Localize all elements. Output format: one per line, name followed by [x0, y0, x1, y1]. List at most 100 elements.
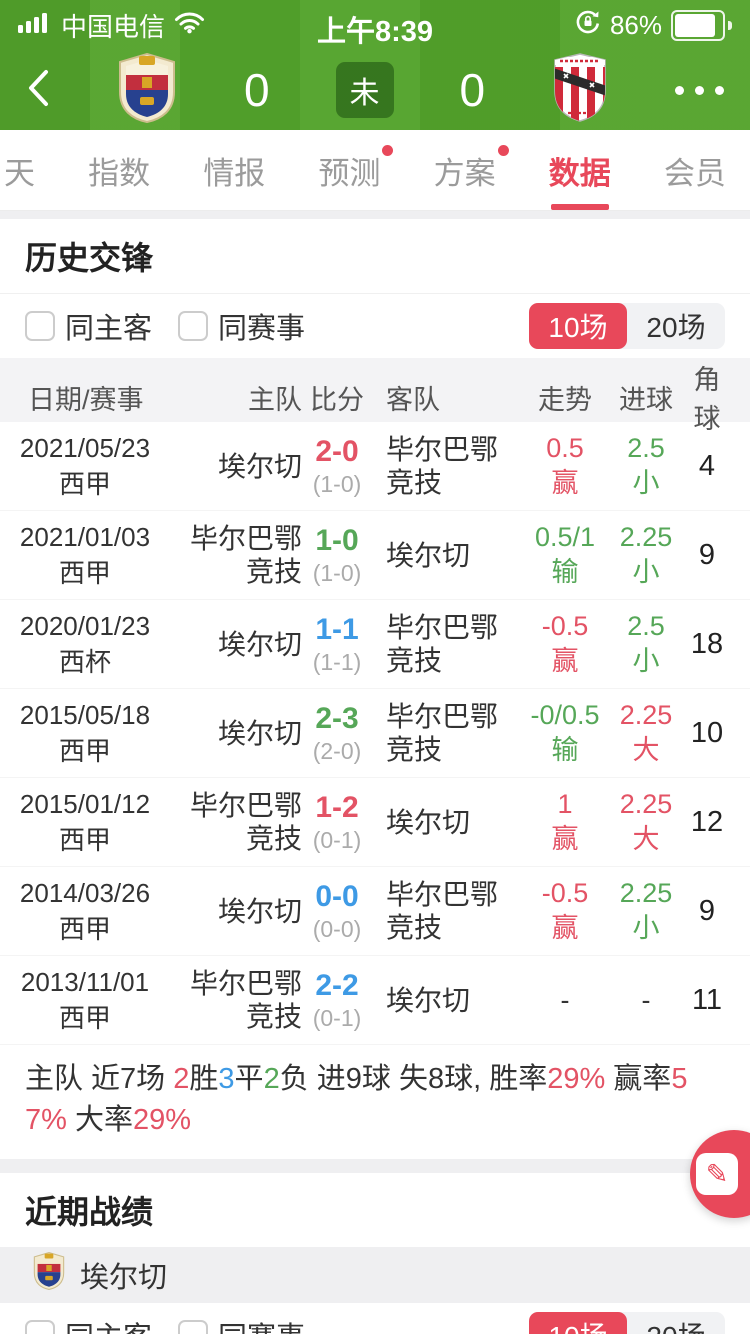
team-strip[interactable]: 埃尔切 [0, 1247, 750, 1303]
match-date: 2015/05/18 [19, 700, 151, 730]
checkbox-label: 同主客 [65, 313, 153, 345]
home-team-name: 毕尔巴鄂竞技 [189, 968, 302, 1032]
home-team-name: 埃尔切 [217, 450, 302, 482]
goals-line: 2.5 小 [627, 611, 665, 676]
tab-2[interactable]: 指数 [88, 130, 150, 210]
handicap-trend: -0.5 赢 [541, 878, 589, 943]
home-team-name: 埃尔切 [217, 628, 302, 660]
summary-part: 胜 [189, 1063, 219, 1095]
full-time-score: 2-3 [315, 701, 359, 735]
summary-part: 负 进9球 失8球, 胜率 [279, 1063, 548, 1095]
same-home-away-checkbox[interactable]: 同主客 [25, 305, 152, 347]
same-competition-checkbox[interactable]: 同赛事 [178, 305, 305, 347]
back-button[interactable] [26, 68, 50, 113]
match-date: 2021/01/03 [19, 522, 151, 552]
tab-label: 指数 [88, 155, 151, 191]
tab-label: 会员 [663, 155, 726, 191]
handicap-trend: 1 赢 [551, 789, 579, 854]
corners-count: 18 [690, 627, 724, 660]
more-menu-button[interactable] [675, 85, 724, 95]
full-time-score: 2-2 [315, 968, 359, 1002]
tab-label: 天 [4, 155, 35, 191]
match-date: 2020/01/23 [19, 611, 151, 641]
h2h-table-row[interactable]: 2013/11/01 西甲 毕尔巴鄂竞技 2-2 (0-1) 埃尔切 - - 1… [0, 956, 750, 1045]
away-team-name: 埃尔切 [386, 539, 471, 571]
segment-20-games[interactable]: 20场 [646, 312, 706, 343]
same-home-away-checkbox[interactable]: 同主客 [25, 1314, 152, 1334]
team-name-label: 埃尔切 [80, 1262, 168, 1294]
section-divider [0, 211, 750, 219]
tab-3[interactable]: 情报 [203, 130, 265, 210]
competition-label: 西甲 [58, 825, 111, 855]
notification-dot-icon [497, 145, 509, 156]
team-crest-small [32, 1251, 66, 1298]
competition-label: 西甲 [58, 1003, 111, 1033]
summary-part: 大率 [66, 1104, 133, 1136]
full-time-score: 0-0 [315, 879, 359, 913]
summary-part: 主队 近7场 [25, 1063, 174, 1095]
battery-nub [728, 20, 732, 30]
recent-section-title: 近期战绩 [25, 1194, 154, 1230]
signal-bars-icon [18, 10, 52, 41]
home-team-name: 毕尔巴鄂竞技 [189, 523, 302, 587]
h2h-table-row[interactable]: 2020/01/23 西杯 埃尔切 1-1 (1-1) 毕尔巴鄂竞技 -0.5 … [0, 600, 750, 689]
column-header: 比分 [310, 384, 364, 415]
column-header: 角球 [693, 365, 721, 434]
handicap-trend: - [560, 984, 570, 1015]
section-divider [0, 1159, 750, 1173]
away-team-name: 埃尔切 [386, 806, 471, 838]
home-team-name: 埃尔切 [217, 895, 302, 927]
same-competition-checkbox[interactable]: 同赛事 [178, 1314, 305, 1334]
battery-percent-label: 86% [609, 9, 662, 40]
h2h-table-row[interactable]: 2021/01/03 西甲 毕尔巴鄂竞技 1-0 (1-0) 埃尔切 0.5/1… [0, 511, 750, 600]
full-time-score: 2-0 [315, 434, 359, 468]
tab-label: 预测 [318, 155, 381, 191]
h2h-table-row[interactable]: 2014/03/26 西甲 埃尔切 0-0 (0-0) 毕尔巴鄂竞技 -0.5 … [0, 867, 750, 956]
full-time-score: 1-0 [315, 523, 359, 557]
handicap-trend: -0/0.5 输 [530, 700, 600, 765]
corners-count: 9 [698, 894, 716, 927]
competition-label: 西杯 [58, 647, 111, 677]
tab-1[interactable]: 天 [4, 130, 35, 210]
home-team-name: 毕尔巴鄂竞技 [189, 790, 302, 854]
summary-part: 2 [173, 1063, 190, 1095]
handicap-trend: 0.5 赢 [546, 433, 584, 498]
checkbox-icon[interactable] [25, 311, 55, 341]
home-team-name: 埃尔切 [217, 717, 302, 749]
segment-10-games[interactable]: 10场 [529, 303, 627, 349]
summary-part: 平 [234, 1063, 264, 1095]
tab-6[interactable]: 数据 [549, 130, 611, 210]
h2h-table-header: 日期/赛事 主队 比分 客队 走势 进球 角球 [0, 358, 750, 434]
checkbox-icon[interactable] [178, 311, 209, 341]
tab-5[interactable]: 方案 [434, 130, 509, 210]
segment-20-games[interactable]: 20场 [627, 1312, 725, 1334]
segment-10-games[interactable]: 10场 [529, 1312, 627, 1334]
goals-line: 2.25 大 [619, 789, 673, 854]
competition-label: 西甲 [58, 469, 111, 499]
h2h-table-row[interactable]: 2015/05/18 西甲 埃尔切 2-3 (2-0) 毕尔巴鄂竞技 -0/0.… [0, 689, 750, 778]
half-time-score: (1-1) [312, 648, 362, 675]
h2h-table-row[interactable]: 2021/05/23 西甲 埃尔切 2-0 (1-0) 毕尔巴鄂竞技 0.5 赢… [0, 422, 750, 511]
h2h-table-row[interactable]: 2015/01/12 西甲 毕尔巴鄂竞技 1-2 (0-1) 埃尔切 1 赢 2… [0, 778, 750, 867]
wifi-icon [174, 10, 205, 41]
carrier-label: 中国电信 [61, 11, 166, 42]
h2h-table-body: 2021/05/23 西甲 埃尔切 2-0 (1-0) 毕尔巴鄂竞技 0.5 赢… [0, 422, 750, 1045]
goals-line: 2.25 小 [619, 522, 673, 587]
full-time-score: 1-1 [315, 612, 359, 646]
half-time-score: (2-0) [312, 737, 362, 764]
away-team-name: 毕尔巴鄂竞技 [386, 879, 499, 943]
home-score: 0 [243, 64, 270, 116]
checkbox-icon[interactable] [25, 1320, 55, 1334]
tab-label: 数据 [548, 155, 611, 191]
away-score: 0 [459, 64, 486, 116]
tab-4[interactable]: 预测 [318, 130, 394, 210]
half-time-score: (0-1) [312, 826, 362, 853]
corners-count: 10 [690, 716, 724, 749]
away-team-name: 埃尔切 [386, 984, 471, 1016]
checkbox-icon[interactable] [178, 1320, 209, 1334]
half-time-score: (1-0) [312, 559, 362, 586]
column-header: 走势 [538, 384, 592, 415]
notification-dot-icon [382, 145, 394, 156]
full-time-score: 1-2 [315, 790, 359, 824]
tab-7[interactable]: 会员 [664, 130, 726, 210]
